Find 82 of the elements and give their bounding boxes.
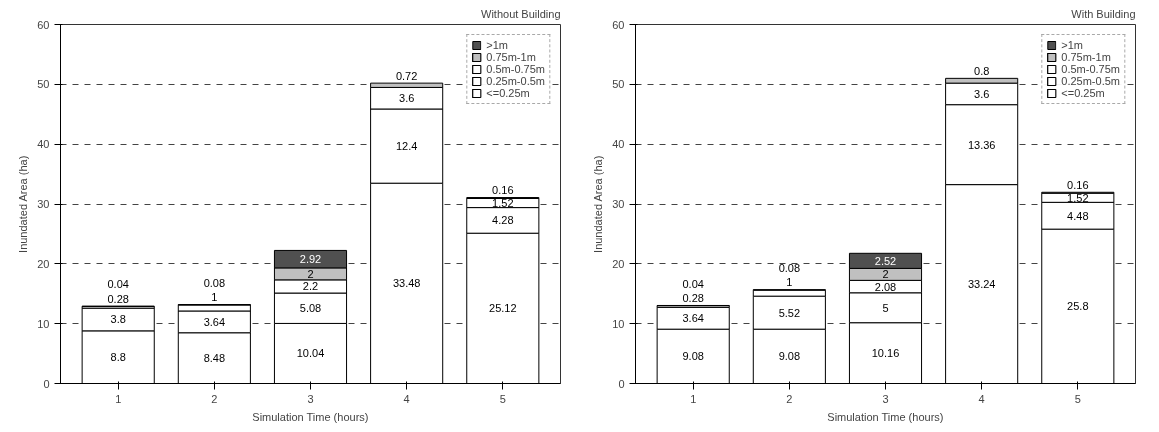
legend-label: >1m — [1061, 39, 1084, 51]
x-tick-label: 1 — [115, 392, 122, 405]
x-axis-title: Simulation Time (hours) — [252, 410, 369, 423]
y-axis-title: Inundated Area (ha) — [17, 155, 30, 253]
y-tick-label: 20 — [37, 257, 50, 270]
data-label: 5.08 — [299, 302, 322, 315]
y-tick-label: 0 — [618, 377, 625, 390]
x-tick-label: 3 — [307, 392, 314, 405]
data-label: 10.16 — [871, 347, 900, 360]
legend-label: 0.5m-0.75m — [1061, 63, 1120, 75]
data-label: 0.04 — [682, 277, 704, 290]
data-label: 3.64 — [203, 315, 226, 328]
data-label: 2.08 — [874, 280, 897, 293]
data-label: 2 — [882, 268, 889, 281]
y-tick-label: 30 — [612, 198, 625, 210]
data-label: 0.72 — [395, 69, 418, 82]
y-tick-label: 10 — [37, 317, 50, 330]
data-label: 2 — [307, 267, 314, 280]
data-label: 0.16 — [1067, 178, 1089, 191]
y-tick-label: 60 — [612, 18, 625, 31]
x-tick-label: 2 — [786, 392, 793, 405]
y-tick-label: 20 — [612, 257, 625, 270]
y-axis-title: Inundated Area (ha) — [592, 155, 605, 253]
data-label: 2.92 — [299, 253, 322, 266]
data-label: 5.52 — [778, 306, 801, 319]
data-label: 33.24 — [967, 278, 996, 291]
legend-label: 0.5m-0.75m — [486, 63, 545, 75]
data-label: 9.08 — [778, 350, 801, 363]
legend-label: >1m — [486, 39, 509, 51]
data-label: 3.8 — [110, 313, 126, 326]
data-label: 5 — [882, 301, 889, 314]
data-label: 3.64 — [682, 312, 704, 325]
y-tick-label: 10 — [612, 317, 625, 330]
data-label: 0.16 — [492, 183, 514, 196]
data-label: 8.48 — [203, 352, 226, 365]
data-label: 0.28 — [107, 292, 129, 305]
legend-label: 0.75m-1m — [1061, 51, 1111, 63]
y-tick-label: 30 — [37, 198, 50, 210]
legend-label: <=0.25m — [486, 87, 530, 99]
data-label: 8.8 — [110, 351, 126, 364]
data-label: 4.28 — [492, 214, 514, 227]
data-label: 3.6 — [399, 92, 415, 105]
data-label: 1 — [211, 290, 218, 303]
x-tick-label: 4 — [978, 392, 985, 405]
data-label: 3.6 — [974, 87, 990, 100]
data-label: 1 — [786, 276, 793, 289]
data-label: 12.4 — [395, 140, 418, 153]
data-label: 4.48 — [1067, 209, 1089, 222]
data-label: 0.04 — [107, 278, 129, 291]
y-tick-label: 60 — [37, 18, 50, 31]
data-label: 0.08 — [778, 261, 801, 274]
x-tick-label: 3 — [882, 392, 889, 405]
data-label: 2.52 — [874, 254, 897, 267]
data-label: 10.04 — [296, 347, 325, 360]
x-tick-label: 5 — [499, 392, 506, 405]
chart-title: Without Building — [481, 7, 561, 20]
data-label: 0.08 — [203, 276, 226, 289]
data-label: 9.08 — [682, 350, 704, 363]
data-label: 25.12 — [489, 302, 517, 315]
data-label: 1.52 — [492, 197, 514, 210]
data-label: 0.8 — [974, 64, 990, 77]
data-label: 2.2 — [302, 280, 319, 293]
legend-label: 0.75m-1m — [486, 51, 536, 63]
y-tick-label: 0 — [43, 377, 50, 390]
data-label: 13.36 — [967, 138, 996, 151]
x-tick-label: 2 — [211, 392, 218, 405]
y-tick-label: 40 — [37, 138, 50, 151]
data-label: 1.52 — [1067, 191, 1089, 204]
legend-label: <=0.25m — [1061, 87, 1105, 99]
legend-label: 0.25m-0.5m — [1061, 75, 1120, 87]
data-label: 25.8 — [1067, 300, 1089, 313]
data-label: 0.28 — [682, 291, 704, 304]
x-tick-label: 1 — [690, 392, 697, 405]
y-tick-label: 40 — [612, 138, 625, 151]
y-tick-label: 50 — [37, 78, 50, 91]
x-tick-label: 4 — [403, 392, 410, 405]
x-tick-label: 5 — [1074, 392, 1081, 405]
y-tick-label: 50 — [612, 78, 625, 91]
legend-label: 0.25m-0.5m — [486, 75, 545, 87]
chart-title: With Building — [1071, 7, 1136, 20]
data-label: 33.48 — [392, 277, 421, 290]
x-axis-title: Simulation Time (hours) — [827, 410, 944, 423]
